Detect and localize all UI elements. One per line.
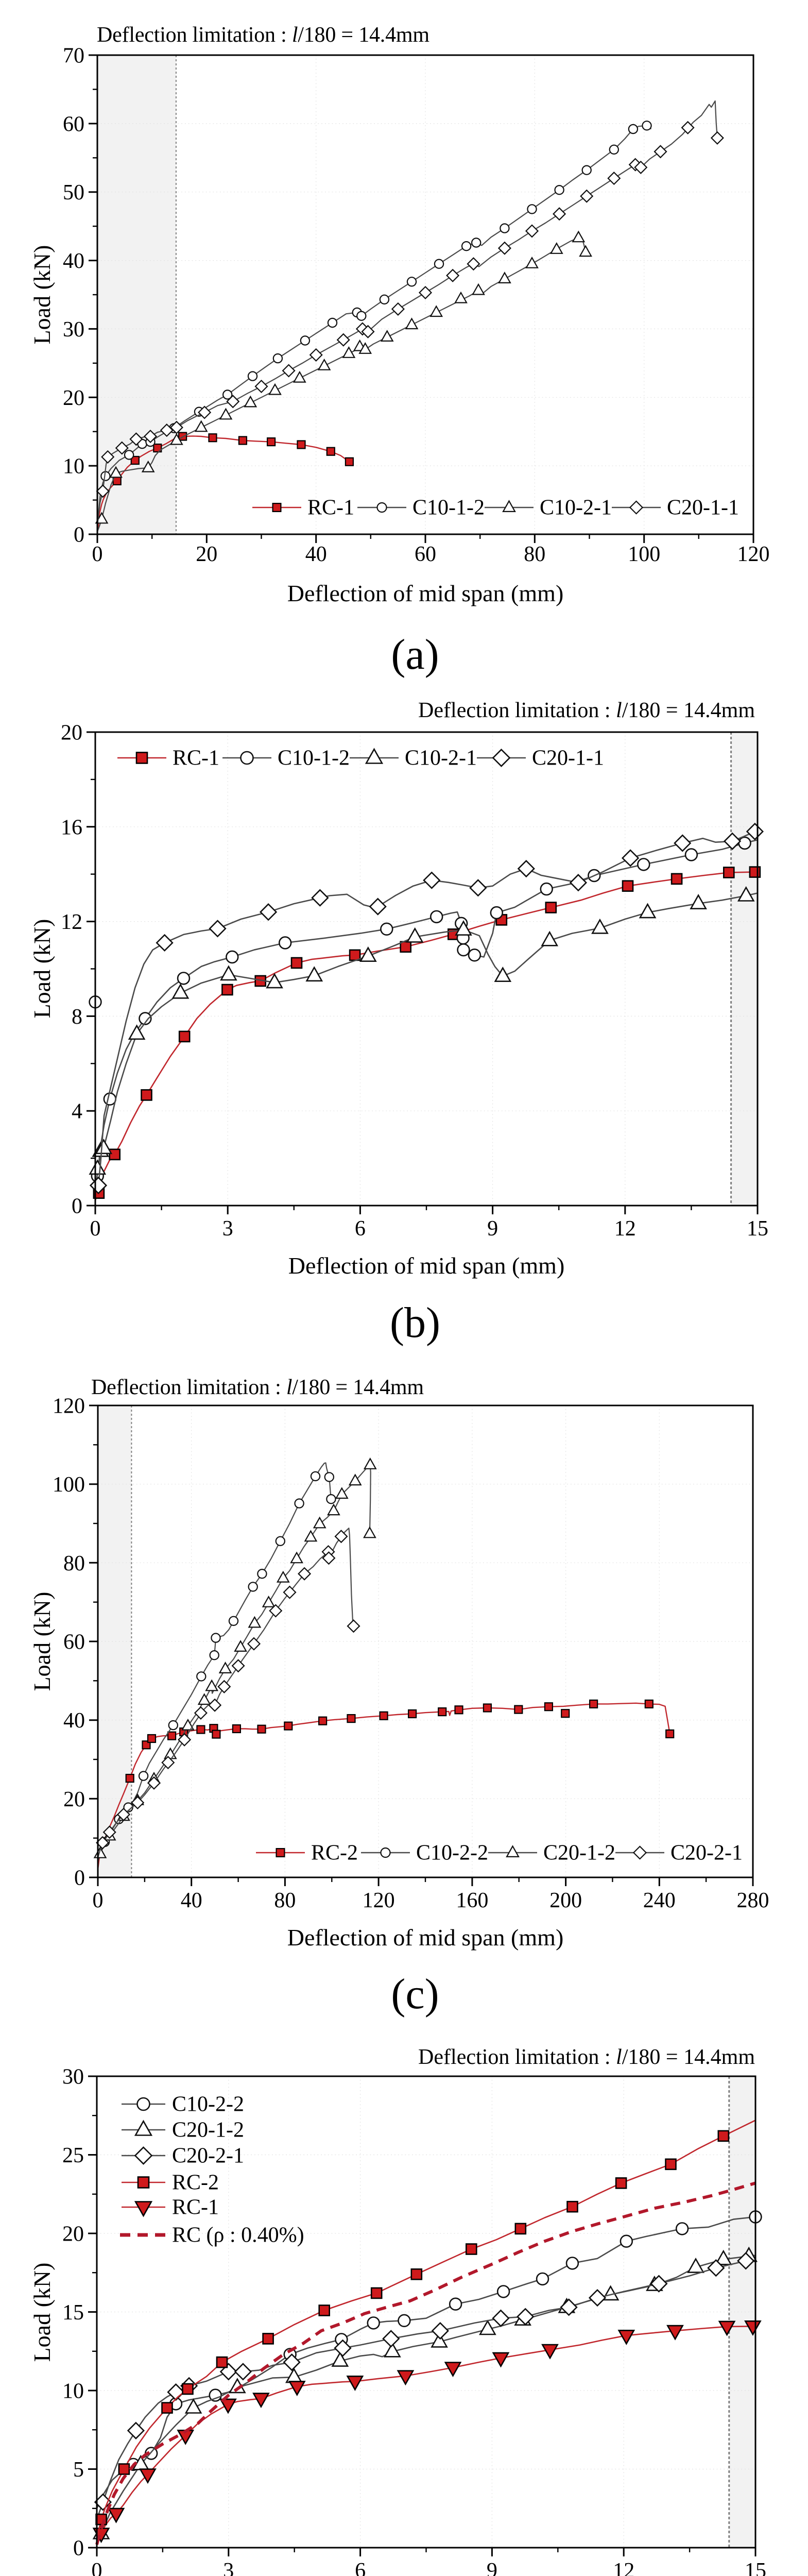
svg-text:30: 30	[62, 2065, 84, 2089]
svg-text:(c): (c)	[391, 1970, 439, 2018]
svg-text:70: 70	[63, 44, 84, 68]
svg-text:25: 25	[62, 2144, 84, 2167]
svg-text:120: 120	[53, 1395, 85, 1418]
svg-text:Deflection of mid span (mm): Deflection of mid span (mm)	[287, 1924, 564, 1951]
svg-text:0: 0	[74, 523, 84, 547]
svg-text:40: 40	[305, 543, 327, 566]
svg-text:12: 12	[613, 2559, 634, 2576]
svg-text:16: 16	[61, 816, 82, 839]
svg-text:Deflection of mid span (mm): Deflection of mid span (mm)	[288, 1252, 565, 1279]
svg-text:12: 12	[61, 910, 82, 934]
svg-text:40: 40	[63, 249, 84, 273]
svg-text:C20-1-1: C20-1-1	[532, 747, 604, 770]
svg-text:C20-1-2: C20-1-2	[543, 1841, 615, 1865]
svg-text:RC-1: RC-1	[307, 496, 354, 520]
svg-text:100: 100	[628, 543, 660, 566]
svg-text:0: 0	[73, 2537, 84, 2561]
svg-text:5: 5	[73, 2458, 84, 2482]
svg-text:Load (kN): Load (kN)	[29, 245, 55, 345]
svg-text:60: 60	[63, 1631, 85, 1654]
svg-text:0: 0	[92, 2559, 102, 2576]
svg-text:3: 3	[222, 1217, 233, 1241]
svg-text:20: 20	[196, 543, 217, 566]
svg-text:15: 15	[747, 1217, 768, 1241]
svg-text:RC-1: RC-1	[172, 2196, 219, 2219]
svg-text:20: 20	[62, 2223, 84, 2246]
svg-text:3: 3	[223, 2559, 234, 2576]
svg-text:60: 60	[415, 543, 436, 566]
svg-text:12: 12	[614, 1217, 636, 1241]
svg-text:6: 6	[355, 1217, 366, 1241]
svg-text:C20-2-1: C20-2-1	[172, 2144, 244, 2168]
svg-text:C10-2-1: C10-2-1	[405, 747, 477, 770]
svg-text:80: 80	[274, 1889, 296, 1912]
svg-text:C10-2-1: C10-2-1	[540, 496, 612, 520]
svg-text:Deflection limitation : l/180: Deflection limitation : l/180 = 14.4mm	[91, 1376, 424, 1399]
svg-text:C20-2-1: C20-2-1	[671, 1841, 743, 1865]
svg-text:0: 0	[90, 1217, 101, 1241]
svg-text:Deflection limitation : l/180: Deflection limitation : l/180 = 14.4mm	[418, 2045, 755, 2069]
svg-text:60: 60	[63, 112, 84, 136]
svg-text:120: 120	[737, 543, 770, 566]
svg-text:20: 20	[61, 721, 82, 745]
svg-text:Load (kN): Load (kN)	[29, 2263, 55, 2362]
svg-text:80: 80	[524, 543, 545, 566]
svg-text:15: 15	[62, 2301, 84, 2325]
svg-text:9: 9	[487, 2559, 497, 2576]
svg-text:40: 40	[181, 1889, 202, 1912]
svg-text:(a): (a)	[391, 631, 439, 679]
svg-text:15: 15	[745, 2559, 766, 2576]
svg-text:Deflection of mid span (mm): Deflection of mid span (mm)	[287, 580, 564, 606]
svg-text:200: 200	[549, 1889, 582, 1912]
svg-text:C20-1-2: C20-1-2	[172, 2119, 244, 2142]
svg-text:C10-1-2: C10-1-2	[278, 747, 350, 770]
svg-text:C10-2-2: C10-2-2	[172, 2093, 244, 2116]
svg-text:10: 10	[63, 455, 84, 479]
svg-text:RC-2: RC-2	[311, 1841, 358, 1865]
svg-text:0: 0	[72, 1195, 82, 1218]
svg-text:0: 0	[92, 543, 103, 566]
svg-text:C10-2-2: C10-2-2	[416, 1841, 488, 1865]
svg-text:80: 80	[63, 1552, 85, 1575]
svg-text:6: 6	[355, 2559, 366, 2576]
svg-text:RC (ρ : 0.40%): RC (ρ : 0.40%)	[172, 2224, 304, 2247]
svg-text:9: 9	[487, 1217, 498, 1241]
svg-text:Load (kN): Load (kN)	[29, 1592, 55, 1691]
svg-text:Load (kN): Load (kN)	[29, 919, 55, 1019]
svg-text:(b): (b)	[390, 1299, 440, 1347]
svg-text:C20-1-1: C20-1-1	[667, 496, 739, 520]
svg-text:10: 10	[62, 2380, 84, 2403]
svg-text:Deflection limitation : l/180: Deflection limitation : l/180 = 14.4mm	[97, 23, 429, 47]
svg-text:4: 4	[72, 1100, 82, 1124]
svg-text:40: 40	[63, 1709, 85, 1733]
svg-text:20: 20	[63, 386, 84, 410]
svg-text:240: 240	[643, 1889, 676, 1912]
svg-text:280: 280	[737, 1889, 769, 1912]
svg-text:100: 100	[53, 1473, 85, 1497]
svg-text:8: 8	[72, 1005, 82, 1029]
svg-text:30: 30	[63, 318, 84, 342]
svg-text:C10-1-2: C10-1-2	[412, 496, 485, 520]
svg-text:RC-1: RC-1	[173, 747, 219, 770]
svg-text:20: 20	[63, 1788, 85, 1811]
svg-text:0: 0	[93, 1889, 104, 1912]
svg-text:0: 0	[74, 1867, 85, 1890]
svg-text:Deflection limitation : l/180: Deflection limitation : l/180 = 14.4mm	[418, 699, 755, 722]
svg-text:120: 120	[363, 1889, 395, 1912]
svg-text:160: 160	[456, 1889, 488, 1912]
svg-text:RC-2: RC-2	[172, 2171, 219, 2195]
svg-text:50: 50	[63, 181, 84, 205]
